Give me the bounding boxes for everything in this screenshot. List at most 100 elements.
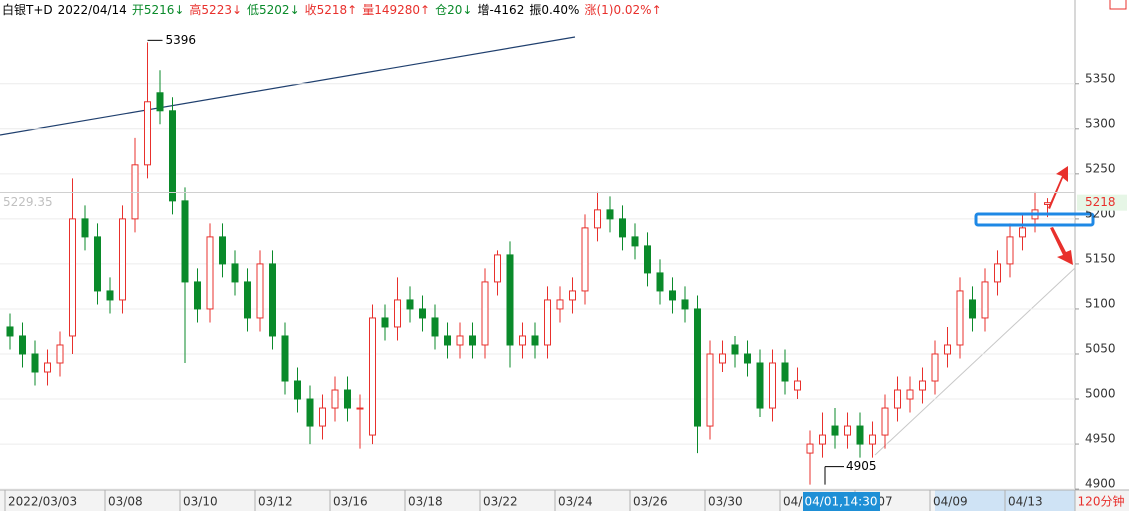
candle-body <box>731 344 739 355</box>
period-label: 120分钟 <box>1078 494 1125 509</box>
candle-body <box>931 353 939 382</box>
trend-line <box>0 36 576 136</box>
candle-body <box>406 299 414 310</box>
header: 白银T+D 2022/04/14 开5216↓ 高5223↓ 低5202↓ 收5218↑ 量… <box>2 2 662 17</box>
candle-body <box>319 407 326 427</box>
candle-body <box>581 227 589 292</box>
y-tick-label: 5100 <box>1085 296 1116 310</box>
max-label: 5396 <box>166 33 197 47</box>
candle-body <box>831 425 839 436</box>
candle-body <box>606 209 614 220</box>
y-tick-label: 5350 <box>1085 71 1116 85</box>
candle-body <box>1044 202 1051 205</box>
candle-body <box>981 281 989 319</box>
candle-body <box>906 389 914 400</box>
corner-icon[interactable] <box>1109 0 1127 10</box>
cursor-value: 5229.35 <box>3 195 53 209</box>
x-tick-label: 04/09 <box>933 495 968 509</box>
candle-body <box>181 200 189 283</box>
candle-body <box>94 236 101 292</box>
last-price-box <box>1077 194 1127 211</box>
candle-body <box>144 101 151 166</box>
candle-body <box>481 281 489 346</box>
candle-body <box>69 218 76 337</box>
candle-body <box>269 263 276 337</box>
candle-body <box>869 434 876 445</box>
candle-body <box>381 317 389 328</box>
candle-body <box>881 407 889 436</box>
candle-body <box>619 218 626 238</box>
candle-body <box>794 380 801 391</box>
header-item: 振0.40% <box>529 3 579 17</box>
candle-body <box>1019 227 1026 238</box>
plot <box>0 42 1075 490</box>
candle-body <box>419 308 426 319</box>
candle-body <box>556 299 564 310</box>
header-item: 增-4162 <box>477 3 524 17</box>
candle-body <box>544 299 551 346</box>
cursor-time: 04/01,14:30 <box>805 495 878 509</box>
candle-body <box>444 335 451 346</box>
candle-body <box>119 218 126 301</box>
candle-body <box>1006 236 1014 265</box>
candle-body <box>106 290 114 301</box>
x-tick-label: 03/08 <box>108 495 143 509</box>
candle-body <box>681 299 689 310</box>
candle-body <box>31 353 39 373</box>
y-tick-label: 5250 <box>1085 161 1116 175</box>
candle-body <box>44 362 51 373</box>
candle-body <box>256 263 264 319</box>
header-item: 高5223↓ <box>189 2 242 17</box>
candle-body <box>994 263 1001 283</box>
candle-body <box>944 344 951 355</box>
candle-body <box>394 299 401 328</box>
candle-body <box>569 290 576 301</box>
x-tick-label: 03/18 <box>408 495 443 509</box>
x-tick-label: 03/16 <box>333 495 368 509</box>
candle-body <box>819 434 826 445</box>
candle-body <box>456 335 464 346</box>
candle-body <box>781 362 789 382</box>
candle-body <box>506 254 514 346</box>
x-tick-label: 03/26 <box>633 495 668 509</box>
candle-body <box>644 245 651 274</box>
candle-body <box>469 335 476 346</box>
header-item: 开5216↓ <box>132 3 185 17</box>
candle-body <box>531 335 539 346</box>
candle-body <box>656 272 664 292</box>
candle-body <box>969 299 976 319</box>
candle-body <box>631 236 639 247</box>
header-item: 低5202↓ <box>247 3 300 17</box>
header-item: 白银T+D <box>2 2 53 17</box>
header-item: 2022/04/14 <box>58 3 127 17</box>
candle-body <box>156 92 164 112</box>
candle-body <box>856 425 864 445</box>
x-tick-label: 03/22 <box>483 495 518 509</box>
header-item: 仓20↓ <box>435 3 472 17</box>
candle-body <box>744 353 751 364</box>
candle-body <box>706 353 714 427</box>
candle-body <box>19 335 26 355</box>
y-tick-label: 4900 <box>1085 477 1116 491</box>
candle-body <box>169 110 176 202</box>
candle-body <box>894 389 901 409</box>
candle-body <box>6 326 14 337</box>
header-item: 涨(1)0.02%↑ <box>584 2 661 17</box>
candle-body <box>769 362 776 409</box>
candle-body <box>331 389 339 409</box>
x-tick-label: 03/10 <box>183 495 218 509</box>
candle-body <box>494 254 501 283</box>
x-tick-label: 2022/03/03 <box>8 495 77 509</box>
highlight-box <box>974 212 1095 227</box>
candle-body <box>844 425 851 436</box>
candle-body <box>594 209 601 229</box>
y-tick-label: 4950 <box>1085 432 1116 446</box>
candle-body <box>219 236 226 265</box>
candle-body <box>806 443 814 454</box>
candle-body <box>56 344 64 364</box>
cursor-time-box <box>803 492 880 511</box>
candle-body <box>194 281 201 310</box>
candle-body <box>131 164 139 220</box>
candle-body <box>306 398 314 427</box>
